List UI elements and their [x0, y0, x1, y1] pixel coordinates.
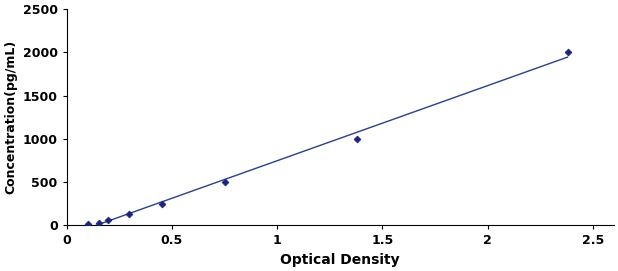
X-axis label: Optical Density: Optical Density: [281, 253, 400, 267]
Y-axis label: Concentration(pg/mL): Concentration(pg/mL): [4, 40, 17, 194]
